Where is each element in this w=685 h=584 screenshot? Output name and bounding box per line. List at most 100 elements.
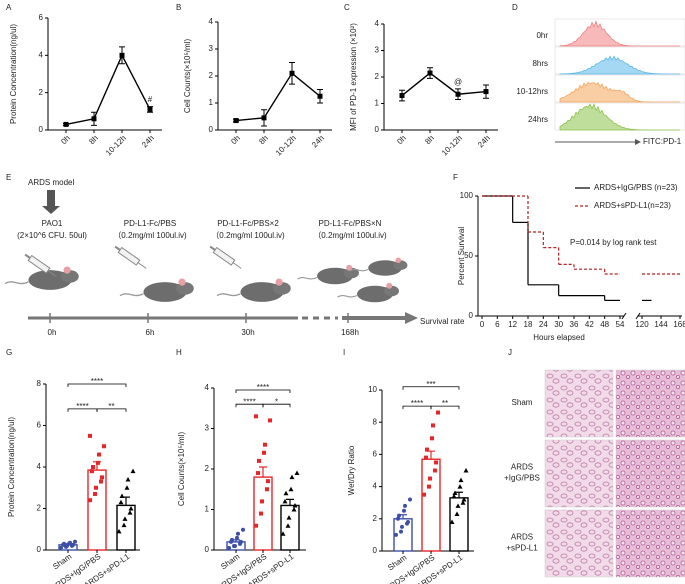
significance-label: ** xyxy=(108,402,114,411)
data-point xyxy=(463,468,469,473)
data-point xyxy=(268,418,272,423)
mouse-tail xyxy=(349,268,369,272)
data-point xyxy=(96,460,100,465)
data-point xyxy=(233,543,237,548)
y-tick-label: 6 xyxy=(39,13,44,22)
syringe-plunger xyxy=(114,245,121,251)
data-point xyxy=(294,470,300,476)
data-point xyxy=(121,522,127,528)
y-tick-label: 2 xyxy=(37,504,42,513)
data-point xyxy=(286,515,292,520)
syringe-needle xyxy=(137,262,147,269)
data-point xyxy=(130,468,136,474)
data-point xyxy=(230,537,234,542)
data-point xyxy=(428,476,432,481)
y-tick-label: 100 xyxy=(460,191,474,200)
y-tick-label: 0 xyxy=(469,311,474,320)
panel-label: G xyxy=(6,348,12,357)
panel-label: H xyxy=(176,348,182,357)
data-point xyxy=(289,474,295,480)
x-tick-label: 8h xyxy=(257,134,270,147)
data-point xyxy=(282,498,288,504)
mouse-icon xyxy=(337,282,399,303)
data-point xyxy=(461,496,467,502)
data-point xyxy=(116,528,122,534)
y-tick-label: 4 xyxy=(205,383,210,392)
data-point xyxy=(261,115,267,121)
y-tick-label: 3 xyxy=(205,424,210,433)
mouse-body xyxy=(317,267,353,285)
data-point xyxy=(262,450,266,455)
panel-label: A xyxy=(6,3,12,12)
data-point xyxy=(233,118,239,124)
data-point xyxy=(449,519,455,525)
x-tick-label: 0h xyxy=(229,134,242,147)
significance-label: **** xyxy=(257,383,269,392)
step-dose: （0.2mg/ml 100ul.iv) xyxy=(313,231,387,240)
significance-bracket xyxy=(402,386,460,390)
histology-image xyxy=(615,509,685,578)
y-tick-label: 4 xyxy=(373,482,378,491)
data-point xyxy=(260,499,264,504)
y-tick-label: 4 xyxy=(37,462,42,471)
time-label: 30h xyxy=(241,328,254,337)
data-point xyxy=(483,89,489,95)
data-point xyxy=(227,545,231,550)
y-tick-label: 0 xyxy=(375,125,380,134)
data-point xyxy=(71,542,75,547)
data-point xyxy=(122,516,128,521)
x-tick-label: 10-12h xyxy=(440,134,464,158)
step-title: PD-L1-Fc/PBS×N xyxy=(319,219,382,228)
syringe-barrel xyxy=(212,246,236,266)
data-point xyxy=(280,531,286,536)
data-point xyxy=(460,500,466,505)
histology-image xyxy=(615,439,685,508)
y-tick-label: 10 xyxy=(368,385,377,394)
mouse-icon xyxy=(349,257,408,276)
syringe-icon xyxy=(209,245,242,269)
mouse-tail xyxy=(337,294,358,298)
y-tick-label: 2 xyxy=(373,514,378,523)
data-point xyxy=(292,502,298,508)
panel-label: F xyxy=(453,173,458,182)
row-label: +sPD-L1 xyxy=(506,544,538,553)
x-tick-label: 0h xyxy=(395,134,408,147)
data-point xyxy=(94,485,98,490)
data-line xyxy=(65,53,151,126)
data-point xyxy=(62,541,66,546)
data-point xyxy=(256,471,260,476)
syringe-plunger xyxy=(24,253,31,259)
histogram xyxy=(559,55,681,75)
data-point xyxy=(285,523,291,528)
y-tick-label: 2 xyxy=(205,464,210,473)
data-point xyxy=(63,121,69,127)
data-point xyxy=(397,513,401,518)
data-point xyxy=(100,475,104,480)
step-title: PD-L1-Fc/PBS×2 xyxy=(217,219,279,228)
data-point xyxy=(241,527,245,532)
x-tick-label: 48 xyxy=(600,320,609,329)
significance-bracket xyxy=(430,405,460,410)
data-point xyxy=(125,476,131,482)
panel-label: C xyxy=(344,3,350,12)
mouse-icon xyxy=(119,278,194,302)
data-point xyxy=(433,468,437,473)
histogram-label: 24hrs xyxy=(528,115,548,124)
data-point xyxy=(399,93,405,99)
axis-label: FITC:PD-1 xyxy=(643,137,682,146)
mouse-tail xyxy=(119,293,144,297)
histogram-label: 10-12hrs xyxy=(516,87,548,96)
data-point xyxy=(422,492,426,497)
data-point xyxy=(399,529,403,534)
x-tick-label: Sham xyxy=(386,553,409,573)
data-point xyxy=(408,497,412,502)
data-point xyxy=(406,520,410,525)
histogram xyxy=(559,81,680,103)
data-point xyxy=(425,447,429,452)
histogram-label: 8hrs xyxy=(532,59,548,68)
data-point xyxy=(455,91,461,97)
mouse-head xyxy=(384,285,399,297)
y-tick-label: 1 xyxy=(205,505,210,514)
row-label: Sham xyxy=(512,398,533,407)
data-point xyxy=(457,484,463,489)
